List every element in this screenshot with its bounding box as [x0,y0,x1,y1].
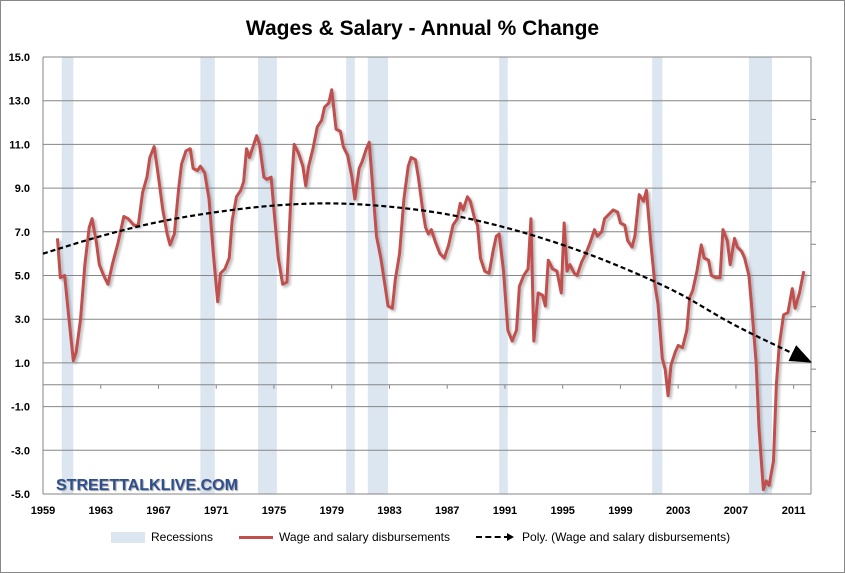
legend-item-wages: Wage and salary disbursements [239,530,450,544]
y-tick-label: 13.0 [9,96,30,108]
legend-label: Poly. (Wage and salary disbursements) [522,530,731,544]
x-tick-label: 1979 [319,505,343,517]
x-tick-label: 1987 [435,505,459,517]
x-tick-label: 2003 [666,505,690,517]
legend-swatch-recessions [111,531,145,543]
y-tick-label: -5.0 [11,489,30,501]
x-tick-label: 1975 [262,505,286,517]
x-tick-label: 1971 [204,505,228,517]
x-tick-label: 1995 [550,505,574,517]
y-tick-label: 7.0 [15,227,30,239]
y-tick-label: -1.0 [11,402,30,414]
x-tick-label: 1967 [146,505,170,517]
legend-item-recessions: Recessions [111,530,213,544]
chart-title: Wages & Salary - Annual % Change [245,17,600,40]
legend-swatch-poly [476,533,515,541]
x-tick-label: 1959 [31,505,55,517]
y-tick-label: 5.0 [15,271,30,283]
x-tick-label: 1983 [377,505,401,517]
legend-label: Recessions [151,530,214,544]
legend-label: Wage and salary disbursements [279,530,451,544]
watermark: STREETTALKLIVE.COM [56,477,238,494]
x-tick-label: 2011 [782,505,806,517]
y-tick-label: 1.0 [15,358,30,370]
legend: Recessions Wage and salary disbursements… [111,530,730,544]
x-tick-label: 1991 [493,505,517,517]
y-tick-label: 3.0 [15,314,30,326]
x-tick-label: 1963 [89,505,113,517]
x-tick-label: 1999 [608,505,632,517]
x-tick-label: 2007 [724,505,748,517]
legend-item-poly: Poly. (Wage and salary disbursements) [476,530,730,544]
y-tick-label: 9.0 [15,183,30,195]
wage-series-line [55,88,806,492]
poly-trendline [42,202,813,363]
y-tick-label: -3.0 [11,445,30,457]
y-tick-label: 11.0 [9,139,30,151]
y-tick-label: 15.0 [9,52,30,64]
legend-swatch-wages [239,535,274,539]
